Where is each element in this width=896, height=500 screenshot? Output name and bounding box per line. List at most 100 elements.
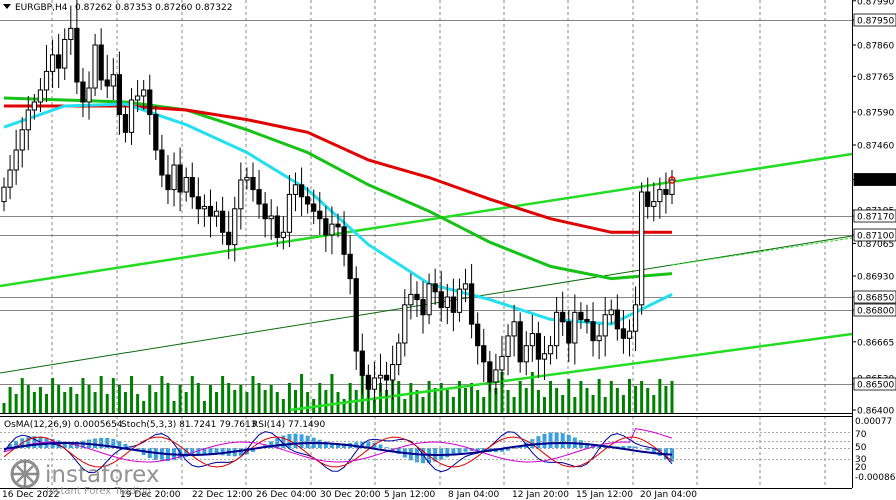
- volume-bar: [579, 381, 583, 413]
- osma-bar: [336, 443, 340, 448]
- candle-body: [80, 81, 86, 103]
- osma-bar: [481, 448, 486, 452]
- volume-bar: [646, 388, 650, 413]
- candle: [547, 335, 554, 365]
- volume-bar: [111, 378, 115, 413]
- time-tick-label: 30 Dec 20:00: [320, 490, 381, 500]
- osma-bar: [62, 441, 67, 448]
- candle: [68, 5, 74, 55]
- candle: [86, 71, 92, 120]
- volume-bar: [385, 390, 389, 413]
- candle: [207, 189, 214, 238]
- candle: [189, 162, 195, 209]
- candle: [49, 39, 56, 88]
- volume-bar: [148, 385, 152, 413]
- candle-body: [1, 186, 7, 203]
- candle-body: [286, 193, 293, 233]
- price-tag: [853, 303, 896, 317]
- volume-bar: [20, 378, 24, 413]
- candle: [444, 283, 450, 325]
- volume-bar: [123, 392, 127, 413]
- time-axis: 16 Dec 2022 19 Dec 20:00 22 Dec 12:00 26 De…: [2, 490, 697, 500]
- price-tag-label: 0.87950: [857, 17, 894, 27]
- candle-body: [341, 226, 347, 255]
- osma-bar: [275, 438, 280, 448]
- osma-bar: [378, 444, 383, 448]
- candle-body: [232, 208, 238, 246]
- candle-body: [201, 205, 208, 210]
- candlesticks: [1, 0, 676, 403]
- time-tick-label: 22 Dec 12:00: [192, 490, 253, 500]
- candle: [493, 353, 499, 395]
- candle-body: [213, 210, 220, 217]
- volume-bar: [172, 401, 176, 413]
- candle-body: [68, 27, 74, 40]
- candle: [238, 162, 244, 230]
- candle: [639, 182, 645, 315]
- volume-bar: [57, 385, 61, 413]
- candle-body: [183, 177, 189, 193]
- osma-bar: [178, 448, 183, 459]
- price-tag-label: 0.86500: [857, 381, 894, 391]
- candle: [602, 297, 608, 357]
- volume-bar: [196, 383, 200, 413]
- volume-bar: [263, 390, 267, 413]
- ema-green-line: [3, 96, 673, 281]
- volume-bars: [2, 372, 674, 413]
- osma-bar: [445, 448, 450, 458]
- candle: [80, 68, 86, 118]
- candle: [468, 263, 475, 339]
- time-tick-label: 12 Jan 20:00: [512, 490, 569, 500]
- candle: [341, 211, 347, 267]
- brand-name: instaforex: [45, 462, 160, 488]
- candle-body: [159, 149, 165, 176]
- volume-bar: [166, 383, 170, 413]
- price-tick-label: 0.87065: [857, 240, 894, 250]
- volume-bar: [178, 385, 182, 413]
- volume-bar: [257, 383, 261, 413]
- volume-bar: [324, 390, 328, 413]
- price-tag: [853, 290, 896, 304]
- volume-bar: [652, 395, 656, 413]
- candle-body: [317, 210, 323, 220]
- candle: [499, 335, 505, 384]
- osma-bar: [560, 433, 565, 448]
- volume-bar: [14, 394, 18, 413]
- price-tick-label: 0.86665: [857, 338, 894, 348]
- volume-bar: [603, 397, 607, 413]
- candle-body: [292, 184, 299, 195]
- price-tick-label: 0.86400: [857, 407, 894, 417]
- osma-bar: [475, 448, 480, 452]
- price-levels: [0, 0, 853, 489]
- logo-icon-rays: [12, 461, 38, 487]
- ema-red-line: [4, 104, 672, 234]
- candle: [432, 268, 438, 305]
- candle: [13, 129, 19, 185]
- candle-body: [86, 87, 92, 103]
- candle: [116, 51, 123, 135]
- candle: [608, 299, 614, 325]
- candle: [213, 201, 220, 227]
- time-tick-label: 26 Dec 04:00: [256, 490, 317, 500]
- candle: [25, 96, 31, 150]
- volume-bar: [330, 374, 334, 413]
- candle-body: [566, 321, 572, 344]
- osma-bar: [512, 448, 517, 449]
- volume-bar: [105, 394, 109, 413]
- volume-bar: [536, 390, 540, 413]
- dropdown-arrow-icon[interactable]: [3, 4, 11, 9]
- candle-body: [19, 129, 25, 151]
- candle-body: [365, 374, 371, 390]
- candle-body: [359, 350, 365, 376]
- osma-bar: [305, 435, 310, 448]
- candle: [645, 177, 651, 219]
- indicator-tick-label: -0.00086: [855, 473, 896, 483]
- volume-bar: [561, 395, 565, 413]
- time-tick-label: 19 Dec 20:00: [120, 490, 181, 500]
- volume-bar: [615, 388, 619, 413]
- volume-bar: [427, 381, 431, 413]
- candle: [487, 351, 493, 392]
- osma-bar: [220, 448, 225, 456]
- volume-bar: [555, 388, 559, 413]
